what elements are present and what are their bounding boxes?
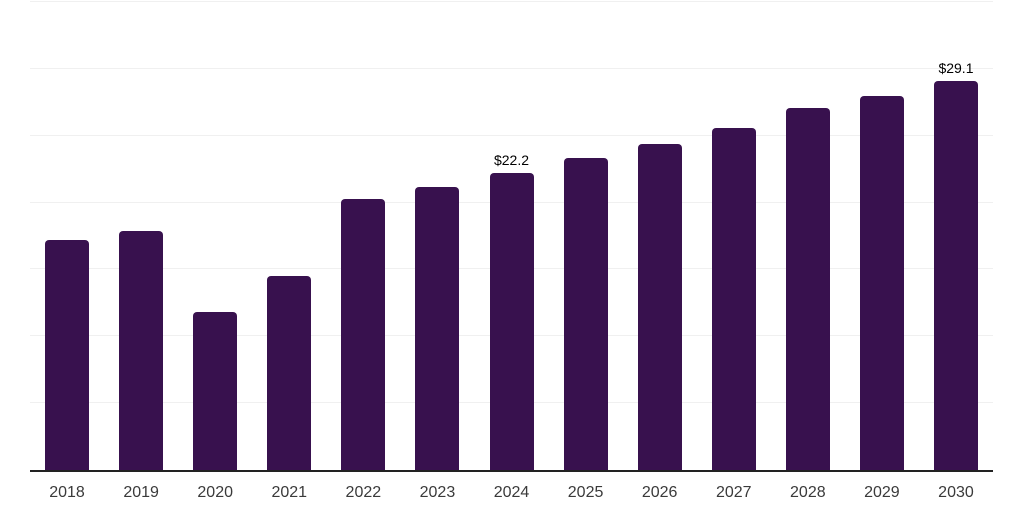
bar-2022: [341, 198, 386, 470]
bar-2020: [193, 312, 238, 470]
x-tick-label-2019: 2019: [123, 484, 159, 501]
bar-value-label-2024: $22.2: [493, 152, 530, 169]
bar-2018: [45, 240, 90, 470]
bar-2029: [859, 95, 904, 470]
bar-2023: [415, 186, 460, 470]
bar-slot-2025: [549, 2, 623, 470]
x-tick-label-2029: 2029: [864, 484, 900, 501]
x-tick-label-2023: 2023: [419, 484, 456, 501]
plot-area: $22.2 $29.1: [30, 1, 993, 472]
x-tick-label-2021: 2021: [271, 484, 308, 501]
gridline-35: [30, 1, 993, 2]
bar-2019: [119, 230, 164, 470]
bar-slot-2022: [326, 2, 400, 470]
bar-slot-2024: $22.2: [474, 2, 548, 470]
bar-2025: [563, 158, 608, 470]
gridline-25: [30, 134, 993, 136]
x-tick-label-2022: 2022: [345, 484, 382, 501]
x-tick-label-2024: 2024: [493, 484, 530, 501]
bar-slot-2019: [104, 2, 178, 470]
bar-slot-2018: [30, 2, 104, 470]
x-tick-label-2030: 2030: [938, 484, 974, 501]
x-axis-line: [30, 470, 993, 472]
bar-2026: [637, 143, 682, 470]
bar-slot-2023: [400, 2, 474, 470]
bar-2021: [267, 276, 312, 470]
x-tick-label-2020: 2020: [197, 484, 233, 501]
bar-slot-2028: [771, 2, 845, 470]
x-tick-label-2025: 2025: [567, 484, 604, 501]
gridline-30: [30, 67, 993, 69]
x-tick-label-2018: 2018: [49, 484, 85, 501]
bar-slot-2026: [623, 2, 697, 470]
x-tick-label-2026: 2026: [641, 484, 678, 501]
bar-slot-2021: [252, 2, 326, 470]
x-tick-label-2027: 2027: [715, 484, 752, 501]
bar-2024: [489, 173, 534, 470]
bar-2028: [785, 107, 830, 470]
x-tick-label-2028: 2028: [790, 484, 826, 501]
bars-row: $22.2 $29.1: [30, 2, 993, 470]
bar-value-label-2030: $29.1: [938, 59, 974, 76]
bar-slot-2029: [845, 2, 919, 470]
bar-slot-2027: [697, 2, 771, 470]
x-axis-labels: 2018 2019 2020 2021 2022 2023 2024 2025 2026 2027…: [30, 484, 993, 502]
bar-slot-2030: $29.1: [919, 2, 993, 470]
bar-2030: [933, 80, 978, 470]
bar-slot-2020: [178, 2, 252, 470]
bar-2027: [711, 127, 756, 470]
